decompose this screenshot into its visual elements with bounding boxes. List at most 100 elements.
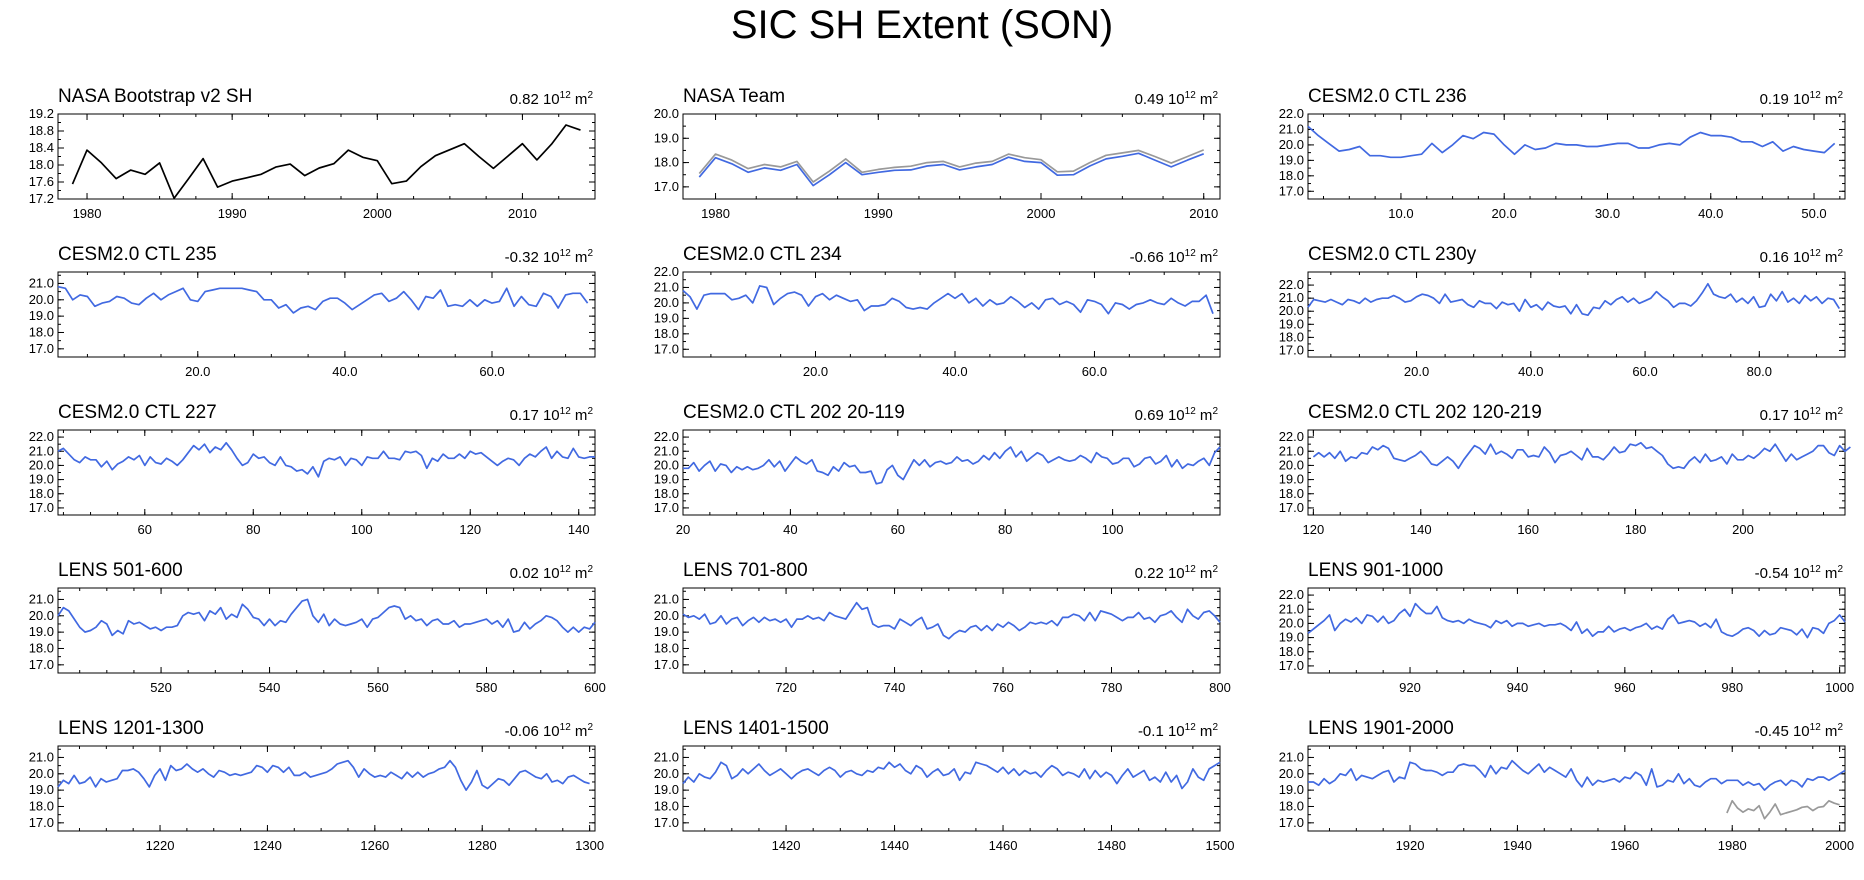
chart-panel: LENS 901-1000 -0.54 1012 m2 17.018.019.020… bbox=[1279, 560, 1854, 695]
x-tick-label: 1990 bbox=[218, 206, 247, 221]
x-tick-label: 1460 bbox=[989, 838, 1018, 853]
y-tick-label: 20.0 bbox=[1279, 766, 1304, 781]
plot-frame bbox=[57, 587, 596, 674]
x-tick-label: 40.0 bbox=[1698, 206, 1723, 221]
plot-frame bbox=[682, 745, 1221, 832]
plot-frame bbox=[682, 587, 1221, 674]
x-tick-label: 60.0 bbox=[1082, 364, 1107, 379]
y-tick-label: 19.0 bbox=[29, 472, 54, 487]
x-tick-label: 980 bbox=[1721, 680, 1743, 695]
y-tick-label: 17.0 bbox=[1279, 183, 1304, 198]
plot-frame bbox=[682, 429, 1221, 516]
trend-label: 0.17 1012 m2 bbox=[1760, 406, 1844, 424]
y-tick-label: 17.0 bbox=[654, 815, 679, 830]
x-tick-label: 80.0 bbox=[1747, 364, 1772, 379]
x-tick-label: 580 bbox=[476, 680, 498, 695]
y-tick-label: 20.0 bbox=[1279, 457, 1304, 472]
y-tick-label: 22.0 bbox=[1279, 277, 1304, 292]
series-line bbox=[682, 601, 1221, 640]
series-line bbox=[71, 124, 581, 200]
panel-title: CESM2.0 CTL 234 bbox=[683, 244, 842, 265]
x-tick-label: 720 bbox=[775, 680, 797, 695]
y-tick-label: 21.0 bbox=[654, 443, 679, 458]
y-tick-label: 18.4 bbox=[29, 140, 54, 155]
x-tick-label: 120 bbox=[459, 522, 481, 537]
y-tick-label: 21.0 bbox=[654, 279, 679, 294]
trend-label: 0.69 1012 m2 bbox=[1135, 406, 1219, 424]
y-tick-label: 18.0 bbox=[29, 486, 54, 501]
plot-frame bbox=[57, 429, 596, 516]
x-tick-label: 1240 bbox=[253, 838, 282, 853]
x-tick-label: 1000 bbox=[1825, 680, 1854, 695]
y-tick-label: 18.0 bbox=[1279, 486, 1304, 501]
y-tick-label: 17.0 bbox=[29, 500, 54, 515]
y-tick-label: 20.0 bbox=[1279, 303, 1304, 318]
panel-title: LENS 1901-2000 bbox=[1308, 718, 1454, 739]
plot-frame bbox=[682, 271, 1221, 358]
x-tick-label: 1980 bbox=[1718, 838, 1747, 853]
y-tick-label: 19.0 bbox=[654, 472, 679, 487]
panel-grid: NASA Bootstrap v2 SH 0.82 1012 m2 17.2 17.6… bbox=[29, 86, 1854, 853]
y-tick-label: 18.8 bbox=[29, 123, 54, 138]
x-tick-label: 520 bbox=[150, 680, 172, 695]
y-tick-label: 22.0 bbox=[654, 264, 679, 279]
y-tick-label: 21.0 bbox=[1279, 290, 1304, 305]
y-tick-label: 19.2 bbox=[29, 106, 54, 121]
trend-label: -0.45 1012 m2 bbox=[1755, 722, 1844, 740]
y-tick-label: 18.0 bbox=[29, 157, 54, 172]
y-tick-label: 20.0 bbox=[1279, 137, 1304, 152]
series-line bbox=[57, 759, 590, 791]
x-tick-label: 20.0 bbox=[1404, 364, 1429, 379]
panel-title: CESM2.0 CTL 202 20-119 bbox=[683, 402, 905, 423]
trend-label: -0.54 1012 m2 bbox=[1755, 564, 1844, 582]
y-tick-label: 20.0 bbox=[29, 457, 54, 472]
x-tick-label: 960 bbox=[1614, 680, 1636, 695]
y-tick-label: 22.0 bbox=[29, 429, 54, 444]
series-line bbox=[698, 149, 1205, 183]
x-tick-label: 180 bbox=[1625, 522, 1647, 537]
y-tick-label: 20.0 bbox=[654, 295, 679, 310]
y-tick-label: 22.0 bbox=[1279, 106, 1304, 121]
y-tick-label: 21.0 bbox=[29, 275, 54, 290]
x-tick-label: 2000 bbox=[1027, 206, 1056, 221]
panel-title: NASA Team bbox=[683, 86, 785, 107]
y-tick-label: 19.0 bbox=[654, 310, 679, 325]
x-tick-label: 740 bbox=[884, 680, 906, 695]
y-tick-label: 20.0 bbox=[654, 457, 679, 472]
series-line bbox=[682, 285, 1214, 315]
y-tick-label: 19.0 bbox=[654, 130, 679, 145]
chart-panel: LENS 1401-1500 -0.1 1012 m2 17.0 18.019.020… bbox=[654, 718, 1235, 853]
y-tick-label: 17.0 bbox=[1279, 500, 1304, 515]
y-tick-label: 20.0 bbox=[29, 608, 54, 623]
y-tick-label: 18.0 bbox=[654, 486, 679, 501]
y-tick-label: 18.0 bbox=[1279, 329, 1304, 344]
x-tick-label: 1420 bbox=[772, 838, 801, 853]
y-tick-label: 18.0 bbox=[1279, 644, 1304, 659]
series-line bbox=[57, 285, 589, 314]
chart-panel: LENS 1201-1300 -0.06 1012 m217.018.019.02… bbox=[29, 718, 604, 853]
x-tick-label: 1260 bbox=[360, 838, 389, 853]
y-tick-label: 19.0 bbox=[29, 782, 54, 797]
chart-panel: CESM2.0 CTL 236 0.19 1012 m217.018.019.02… bbox=[1279, 86, 1846, 221]
x-tick-label: 160 bbox=[1517, 522, 1539, 537]
y-tick-label: 20.0 bbox=[1279, 615, 1304, 630]
trend-label: 0.22 1012 m2 bbox=[1135, 564, 1219, 582]
chart-panel: LENS 501-600 0.02 1012 m2 17.0 18.019.020.0… bbox=[29, 560, 606, 695]
panel-title: LENS 701-800 bbox=[683, 560, 808, 581]
x-tick-label: 1500 bbox=[1206, 838, 1235, 853]
x-tick-label: 20.0 bbox=[1492, 206, 1517, 221]
y-tick-label: 17.0 bbox=[654, 179, 679, 194]
x-tick-label: 50.0 bbox=[1801, 206, 1826, 221]
series-line bbox=[1307, 602, 1846, 639]
series-line bbox=[1312, 441, 1851, 470]
trend-label: 0.16 1012 m2 bbox=[1760, 248, 1844, 266]
x-tick-label: 2000 bbox=[363, 206, 392, 221]
y-tick-label: 21.0 bbox=[654, 591, 679, 606]
plot-frame bbox=[57, 745, 596, 832]
series-line bbox=[1307, 282, 1841, 317]
y-tick-label: 19.0 bbox=[29, 308, 54, 323]
panel-title: LENS 501-600 bbox=[58, 560, 183, 581]
x-tick-label: 1300 bbox=[575, 838, 604, 853]
x-tick-label: 940 bbox=[1507, 680, 1529, 695]
plot-frame bbox=[57, 113, 596, 200]
